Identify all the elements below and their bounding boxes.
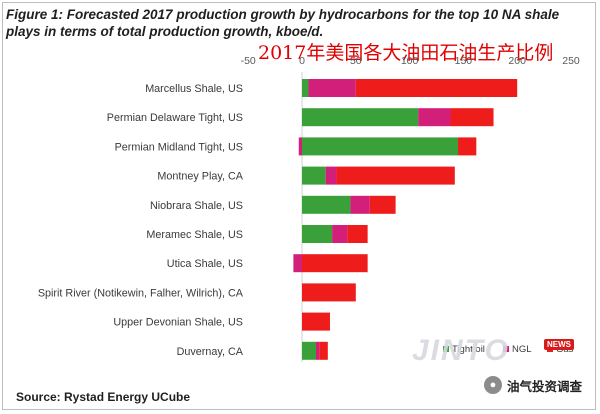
x-tick-label: 100 — [401, 55, 419, 67]
bar-segment — [308, 79, 356, 97]
bar-segment — [302, 137, 459, 156]
bar-segment — [302, 341, 316, 360]
bar-segment — [315, 341, 320, 360]
legend-label: NGL — [512, 344, 532, 355]
x-tick-label: 200 — [508, 55, 526, 67]
bar-segment — [302, 254, 368, 273]
x-tick-label: 250 — [562, 55, 580, 67]
chart-frame — [2, 2, 596, 410]
source-note: Source: Rystad Energy UCube — [16, 390, 191, 404]
category-label: Montney Play, CA — [157, 171, 243, 183]
category-label: Utica Shale, US — [167, 258, 243, 270]
bar-segment — [350, 195, 370, 214]
chinese-overlay-caption: 2017年美国各大油田石油生产比例 — [258, 42, 554, 64]
bar-segment — [450, 108, 494, 127]
bar-segment — [355, 79, 518, 97]
bar-segment — [369, 195, 396, 214]
bar-segment — [302, 283, 356, 302]
wechat-account-name: 油气投资调查 — [507, 378, 583, 394]
bar-segment — [336, 166, 455, 185]
category-label: Niobrara Shale, US — [150, 200, 243, 212]
legend-swatch — [443, 346, 449, 352]
category-label: Duvernay, CA — [177, 346, 244, 358]
bar-segment — [302, 108, 419, 127]
legend-swatch — [503, 346, 509, 352]
x-tick-label: 50 — [350, 55, 362, 67]
category-label: Upper Devonian Shale, US — [113, 317, 243, 329]
wechat-icon: ● — [484, 376, 502, 394]
wechat-account: ● 油气投资调查 — [484, 374, 582, 396]
category-label: Marcellus Shale, US — [145, 83, 243, 95]
x-tick-label: 0 — [299, 55, 305, 67]
bar-segment — [302, 79, 309, 97]
bar-segment — [302, 225, 333, 243]
chart-title: Figure 1: Forecasted 2017 production gro… — [6, 7, 560, 39]
bar-segment — [319, 341, 328, 360]
x-tick-label: 150 — [455, 55, 473, 67]
news-badge: NEWS — [544, 339, 574, 350]
bar-segment — [332, 225, 348, 243]
category-label: Permian Midland Tight, US — [115, 141, 243, 153]
category-label: Spirit River (Notikewin, Falher, Wilrich… — [38, 287, 244, 299]
legend-label: Tight oil — [452, 344, 485, 355]
bar-segment — [325, 166, 337, 185]
bar-segment-negative — [298, 137, 302, 156]
bar-segment — [293, 254, 302, 273]
x-tick-label: -50 — [241, 55, 256, 67]
bar-segment — [302, 312, 330, 331]
category-label: Permian Delaware Tight, US — [107, 112, 243, 124]
bar-segment — [302, 166, 326, 185]
bar-segment — [302, 195, 351, 214]
bar-segment — [418, 108, 451, 127]
category-label: Meramec Shale, US — [146, 229, 243, 241]
bar-segment — [458, 137, 477, 156]
jinto-watermark: JINTO — [412, 334, 510, 367]
bar-segment — [347, 225, 368, 243]
